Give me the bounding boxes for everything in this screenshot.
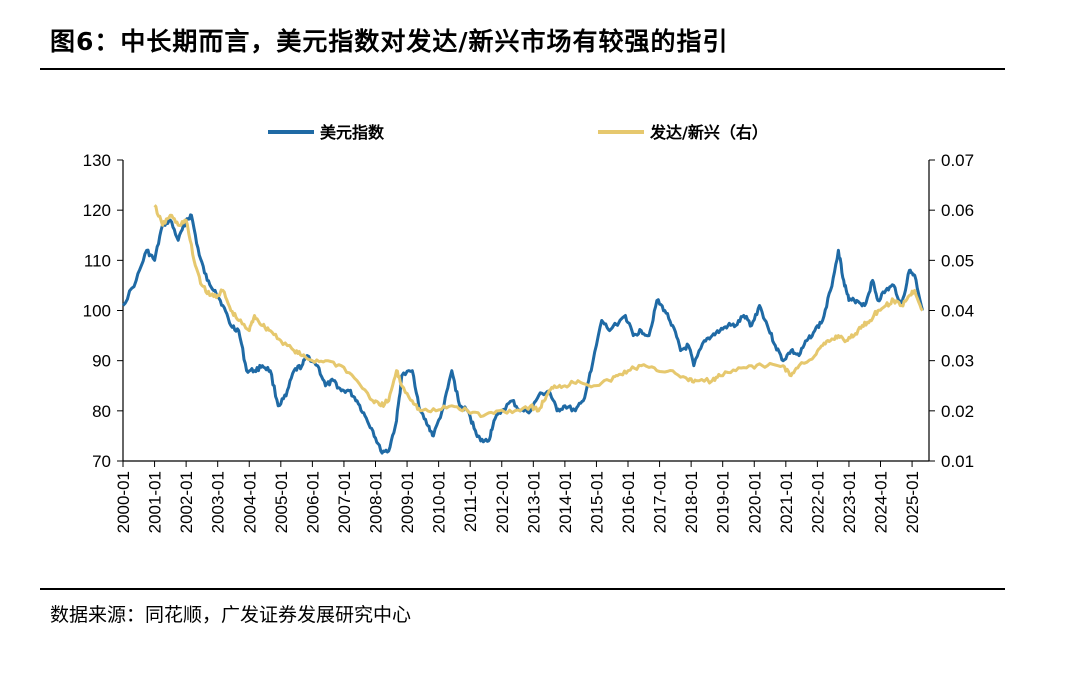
y-right-tick-label: 0.04 (941, 302, 974, 321)
y-left-tick-label: 130 (83, 151, 111, 170)
x-tick-label: 2012-01 (493, 471, 512, 533)
y-right-tick-label: 0.07 (941, 151, 974, 170)
x-tick-label: 2019-01 (714, 471, 733, 533)
dev-em-ratio-line (153, 204, 924, 419)
y-left-tick-label: 110 (84, 251, 111, 270)
x-tick-label: 2016-01 (619, 471, 638, 533)
x-tick-label: 2013-01 (524, 471, 543, 533)
x-tick-label: 2008-01 (367, 471, 386, 533)
x-tick-label: 2007-01 (335, 471, 354, 533)
legend-label-usd: 美元指数 (320, 123, 385, 142)
legend-label-ratio: 发达/新兴（右） (649, 123, 768, 142)
x-tick-label: 2009-01 (398, 471, 417, 533)
figure-title: 图6：中长期而言，美元指数对发达/新兴市场有较强的指引 (50, 27, 729, 56)
x-tick-label: 2022-01 (808, 471, 827, 533)
x-tick-label: 2001-01 (146, 471, 165, 533)
x-tick-label: 2000-01 (114, 471, 133, 533)
x-tick-label: 2021-01 (777, 471, 796, 533)
y-right-tick-label: 0.05 (941, 251, 974, 270)
chart-lines (121, 204, 925, 455)
x-tick-label: 2006-01 (303, 471, 322, 533)
x-tick-label: 2002-01 (177, 471, 196, 533)
x-tick-label: 2011-01 (461, 471, 480, 532)
y-left-tick-label: 120 (83, 201, 111, 220)
x-tick-label: 2025-01 (903, 471, 922, 533)
y-left-tick-label: 100 (83, 302, 111, 321)
usd-index-line (121, 213, 925, 455)
y-right-tick-label: 0.01 (941, 452, 974, 471)
bottom-rule (40, 588, 1005, 590)
x-tick-label: 2010-01 (430, 471, 449, 533)
y-left-tick-label: 90 (92, 352, 111, 371)
x-tick-label: 2003-01 (209, 471, 228, 533)
x-tick-label: 2020-01 (745, 471, 764, 533)
x-tick-label: 2018-01 (682, 471, 701, 533)
x-tick-label: 2005-01 (272, 471, 291, 533)
y-right-tick-label: 0.03 (941, 352, 974, 371)
y-left-tick-label: 70 (92, 452, 111, 471)
top-rule (40, 68, 1005, 70)
x-tick-label: 2024-01 (872, 471, 891, 533)
x-tick-label: 2014-01 (556, 471, 575, 533)
x-tick-label: 2004-01 (240, 471, 259, 533)
y-right-tick-label: 0.06 (941, 201, 974, 220)
source-note: 数据来源：同花顺，广发证券发展研究中心 (50, 604, 412, 626)
y-left-tick-label: 80 (92, 402, 111, 421)
chart-axes: 70 80 90 100 110 120 130 0.01 0.02 0.03 0.04 0.05 0.… (83, 151, 974, 533)
y-right-tick-label: 0.02 (941, 402, 974, 421)
x-tick-label: 2017-01 (651, 471, 670, 533)
x-tick-label: 2015-01 (587, 471, 606, 533)
x-tick-label: 2023-01 (840, 471, 859, 533)
chart-legend: 美元指数 发达/新兴（右） (268, 123, 768, 142)
